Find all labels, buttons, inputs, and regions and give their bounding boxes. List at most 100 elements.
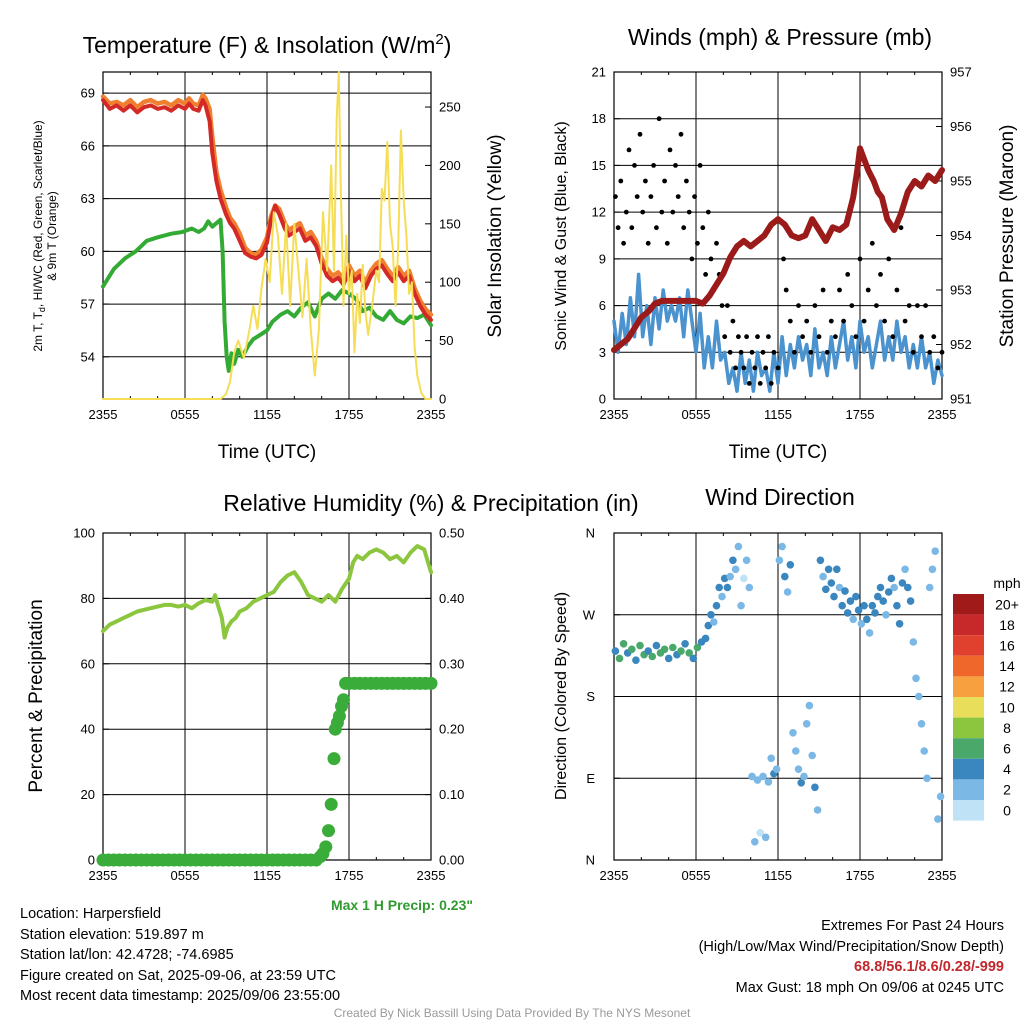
left-tick-label: 6 [599, 298, 606, 313]
direction-point [860, 601, 868, 610]
x-tick-label: 0555 [682, 407, 711, 422]
x-tick-label: 0555 [171, 868, 200, 883]
direction-point [669, 643, 677, 652]
direction-point [681, 640, 689, 648]
direction-point [772, 765, 781, 773]
gust-point [697, 163, 703, 168]
direction-point [693, 643, 702, 652]
gust-point [804, 318, 810, 324]
gust-point [640, 209, 646, 215]
direction-point [904, 583, 912, 592]
gust-point [664, 240, 670, 246]
right-tick-label: 955 [950, 174, 972, 189]
left-tick-label: 0 [599, 392, 606, 407]
gust-point [874, 303, 879, 308]
legend-label: 14 [999, 658, 1015, 674]
direction-point [710, 618, 718, 626]
direction-point [704, 621, 713, 630]
gust-point [939, 349, 945, 355]
direction-point [789, 729, 797, 737]
right-tick-label: 50 [439, 333, 453, 348]
precip-point [327, 752, 341, 766]
direction-point [808, 751, 816, 760]
direction-point [611, 647, 620, 655]
direction-point [652, 641, 661, 650]
gust-point [725, 303, 730, 308]
gust-point [749, 349, 755, 355]
right-tick-label: 0.50 [439, 526, 464, 541]
right-tick-label: 250 [439, 100, 461, 115]
direction-point [901, 565, 909, 574]
extremes-fields: (High/Low/Max Wind/Precipitation/Snow De… [698, 938, 1004, 955]
gust-point [878, 272, 883, 277]
direction-point [685, 649, 693, 657]
left-tick-label: 63 [81, 191, 95, 206]
left-tick-label: 60 [81, 244, 95, 259]
x-tick-label: 1155 [764, 868, 792, 883]
x-tick-label: 1755 [846, 868, 875, 883]
extremes-info: Extremes For Past 24 Hours (High/Low/Max… [699, 916, 1004, 998]
left-tick-label: N [586, 853, 595, 868]
chart-title: Wind Direction [705, 484, 855, 510]
direction-point [619, 640, 628, 648]
direction-point [824, 565, 833, 574]
right-tick-label: 100 [439, 275, 461, 290]
gust-point [931, 334, 937, 340]
direction-point [846, 597, 855, 605]
gust-point [673, 163, 678, 168]
left-tick-label: 54 [81, 349, 95, 364]
gust-point [796, 303, 801, 308]
pressure-line [611, 145, 945, 353]
direction-point [761, 833, 770, 842]
gust-point [833, 334, 838, 340]
direction-point [783, 588, 792, 596]
direction-point [838, 601, 846, 610]
gust-point [828, 318, 834, 324]
plot-frame [613, 532, 943, 861]
direction-point [767, 754, 775, 763]
x-tick-label: 1755 [335, 407, 364, 422]
gust-point [820, 287, 826, 293]
insolation-line [102, 71, 432, 400]
gust-point [882, 318, 887, 324]
gust-point [898, 225, 904, 231]
direction-point [876, 583, 885, 592]
direction-point [868, 601, 877, 610]
left-tick-label: 3 [599, 345, 606, 360]
legend-swatch [953, 717, 984, 739]
direction-point [863, 615, 871, 624]
left-tick-label: 100 [73, 526, 95, 541]
left-tick-label: 21 [592, 65, 606, 80]
direction-point [928, 565, 937, 574]
left-tick-label: 57 [81, 297, 95, 312]
gust-point [845, 272, 851, 277]
credit-line: Created By Nick Bassill Using Data Provi… [333, 1006, 691, 1020]
direction-point [835, 583, 844, 592]
gust-point [792, 349, 797, 355]
direction-point [775, 556, 784, 565]
direction-point [931, 547, 939, 555]
gust-point [861, 318, 867, 324]
left-tick-label: 15 [592, 158, 606, 173]
gust-point [736, 334, 741, 340]
gust-point [775, 365, 781, 371]
x-tick-label: 1755 [335, 868, 364, 883]
y-axis-label: Sonic Wind & Gust (Blue, Black) [553, 121, 570, 350]
right-tick-label: 0.20 [439, 722, 464, 737]
gust-point [730, 318, 736, 324]
gust-point [783, 287, 789, 293]
direction-point [745, 583, 754, 592]
gust-point [634, 194, 640, 200]
y-axis-label: Percent & Precipitation [26, 599, 47, 792]
gust-point [645, 240, 651, 246]
gust-point [719, 303, 725, 308]
legend-swatch [953, 758, 984, 780]
left-tick-label: 66 [81, 138, 95, 153]
direction-point [753, 776, 762, 784]
gust-point [675, 194, 681, 200]
direction-point [786, 561, 795, 569]
precip-point [322, 824, 335, 838]
gust-point [812, 303, 818, 308]
left-tick-label: 69 [81, 86, 95, 101]
direction-point [632, 656, 640, 664]
